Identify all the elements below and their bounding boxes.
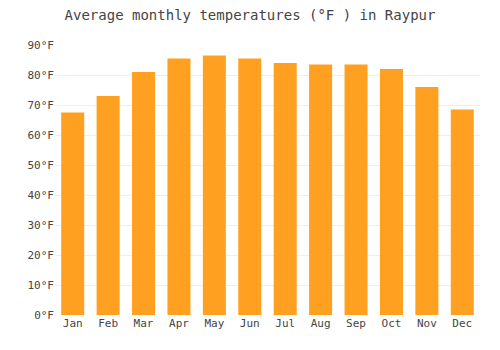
svg-text:Jan: Jan [63, 317, 83, 330]
svg-text:Mar: Mar [134, 317, 154, 330]
svg-text:May: May [204, 317, 224, 330]
svg-text:Aug: Aug [311, 317, 331, 330]
svg-text:60°F: 60°F [28, 129, 55, 142]
svg-text:Nov: Nov [417, 317, 437, 330]
svg-text:Sep: Sep [346, 317, 366, 330]
svg-text:70°F: 70°F [28, 99, 55, 112]
svg-text:20°F: 20°F [28, 249, 55, 262]
svg-text:0°F: 0°F [34, 309, 54, 322]
svg-text:40°F: 40°F [28, 189, 55, 202]
svg-text:50°F: 50°F [28, 159, 55, 172]
svg-text:Dec: Dec [452, 317, 472, 330]
svg-text:Apr: Apr [169, 317, 189, 330]
svg-text:Feb: Feb [98, 317, 118, 330]
svg-text:Jul: Jul [275, 317, 295, 330]
svg-text:90°F: 90°F [28, 39, 55, 52]
svg-text:Jun: Jun [240, 317, 260, 330]
svg-text:Oct: Oct [382, 317, 402, 330]
svg-text:Average monthly temperatures (: Average monthly temperatures (°F ) in Ra… [65, 7, 436, 23]
svg-text:80°F: 80°F [28, 69, 55, 82]
svg-text:10°F: 10°F [28, 279, 55, 292]
svg-text:30°F: 30°F [28, 219, 55, 232]
